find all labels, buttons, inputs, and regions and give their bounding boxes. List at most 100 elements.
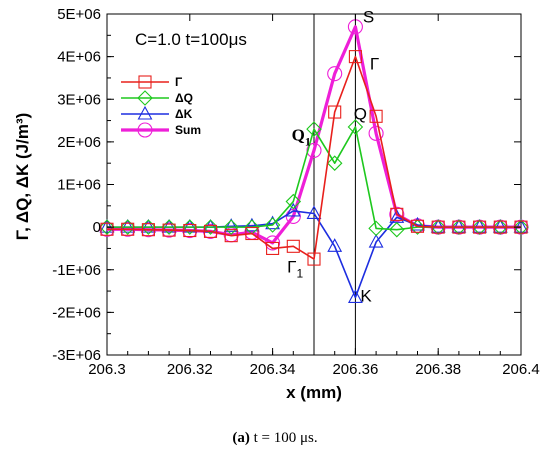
figure-caption: (a) t = 100 μs.	[0, 430, 550, 447]
series-line	[107, 55, 521, 260]
legend-marker	[137, 122, 153, 138]
data-point	[389, 221, 405, 238]
data-point	[223, 218, 239, 232]
data-point	[326, 155, 343, 171]
data-point	[140, 218, 156, 233]
data-point	[162, 223, 176, 237]
caption-text: t = 100 μs.	[249, 430, 318, 446]
data-point	[140, 219, 157, 235]
data-point	[473, 220, 487, 234]
data-point	[368, 125, 384, 141]
data-point	[223, 219, 239, 235]
data-point	[141, 223, 155, 237]
data-point	[451, 219, 467, 235]
y-tick-label: 0	[93, 219, 101, 236]
data-point	[120, 218, 136, 233]
data-point	[100, 222, 114, 236]
y-tick-label: -3E+06	[52, 347, 101, 364]
data-point	[285, 202, 301, 217]
data-point	[161, 219, 177, 235]
data-point	[492, 218, 508, 233]
data-point	[266, 241, 280, 255]
legend-label: ΔQ	[175, 91, 193, 105]
data-point	[452, 220, 466, 234]
vertical-reference-lines	[313, 14, 356, 355]
data-point	[183, 223, 197, 238]
y-tick-label: 5E+06	[57, 6, 101, 23]
data-point	[265, 215, 281, 230]
x-tick-label: 206.38	[415, 361, 461, 378]
annotation-label: Γ1	[287, 258, 303, 281]
data-point	[306, 121, 322, 137]
x-tick-label: 206.3	[88, 361, 126, 378]
data-point	[430, 219, 446, 235]
data-point	[121, 222, 135, 236]
data-point	[327, 66, 343, 82]
data-point	[182, 218, 198, 233]
data-point	[244, 217, 260, 232]
annotation-label: Γ	[370, 54, 379, 73]
x-tick-label: 206.4	[502, 361, 540, 378]
data-point	[347, 289, 363, 304]
legend-label: Γ	[175, 75, 183, 89]
y-tick-label: -1E+06	[52, 262, 101, 279]
data-point	[472, 218, 488, 233]
axis-ticks: 206.3 206.32 206.34 206.36 206.38 206.4 -3E+06…	[52, 6, 540, 378]
data-point	[202, 219, 219, 235]
legend-label: Sum	[175, 123, 201, 137]
data-point	[451, 218, 467, 233]
data-point	[119, 219, 136, 235]
data-point	[492, 219, 509, 235]
caption-label: (a)	[232, 430, 250, 446]
annotation-label: Q	[354, 104, 367, 123]
data-point	[99, 219, 115, 235]
data-point	[286, 239, 300, 253]
y-tick-label: -2E+06	[52, 304, 101, 321]
data-point	[389, 206, 405, 222]
data-point	[306, 142, 322, 158]
series-layer	[99, 19, 529, 304]
x-tick-label: 206.32	[167, 361, 213, 378]
data-point	[285, 193, 302, 210]
data-point	[203, 224, 218, 238]
data-point	[161, 218, 177, 233]
y-tick-label: 3E+06	[57, 91, 101, 108]
annotation-label: K	[360, 287, 372, 306]
data-point	[348, 50, 362, 64]
data-point	[328, 105, 342, 119]
data-point	[513, 219, 529, 235]
y-tick-label: 4E+06	[57, 49, 101, 66]
series-0	[100, 50, 528, 266]
condition-label: C=1.0 t=100μs	[135, 30, 247, 49]
x-axis-title: x (mm)	[286, 383, 342, 402]
annotation-label: Q1	[292, 126, 311, 149]
chart: 206.3 206.32 206.34 206.36 206.38 206.4 -3E+06…	[13, 6, 540, 402]
data-point	[347, 119, 364, 135]
data-point	[369, 109, 383, 123]
legend-marker	[137, 90, 153, 106]
data-point	[307, 252, 321, 266]
data-point	[493, 220, 507, 234]
annotation-label: S	[363, 8, 374, 27]
y-tick-label: 1E+06	[57, 177, 101, 194]
data-point	[327, 238, 343, 252]
data-point	[224, 229, 238, 243]
y-tick-label: 2E+06	[57, 134, 101, 151]
data-point	[390, 207, 404, 221]
x-tick-label: 206.36	[332, 361, 378, 378]
data-point	[409, 219, 426, 235]
data-point	[264, 217, 281, 233]
annotations: S Γ Q K Q1 Γ1	[287, 8, 379, 306]
legend: Γ ΔQ ΔK Sum	[121, 75, 201, 138]
x-tick-label: 206.34	[250, 361, 296, 378]
data-point	[513, 218, 529, 233]
y-axis-title: Γ, ΔQ, ΔK (J/m³)	[13, 113, 32, 241]
data-point	[306, 205, 322, 220]
data-point	[99, 218, 115, 233]
legend-label: ΔK	[175, 107, 193, 121]
data-point	[245, 226, 259, 241]
legend-marker	[137, 105, 153, 120]
data-point	[430, 218, 446, 233]
data-point	[410, 219, 425, 233]
data-point	[471, 219, 488, 235]
